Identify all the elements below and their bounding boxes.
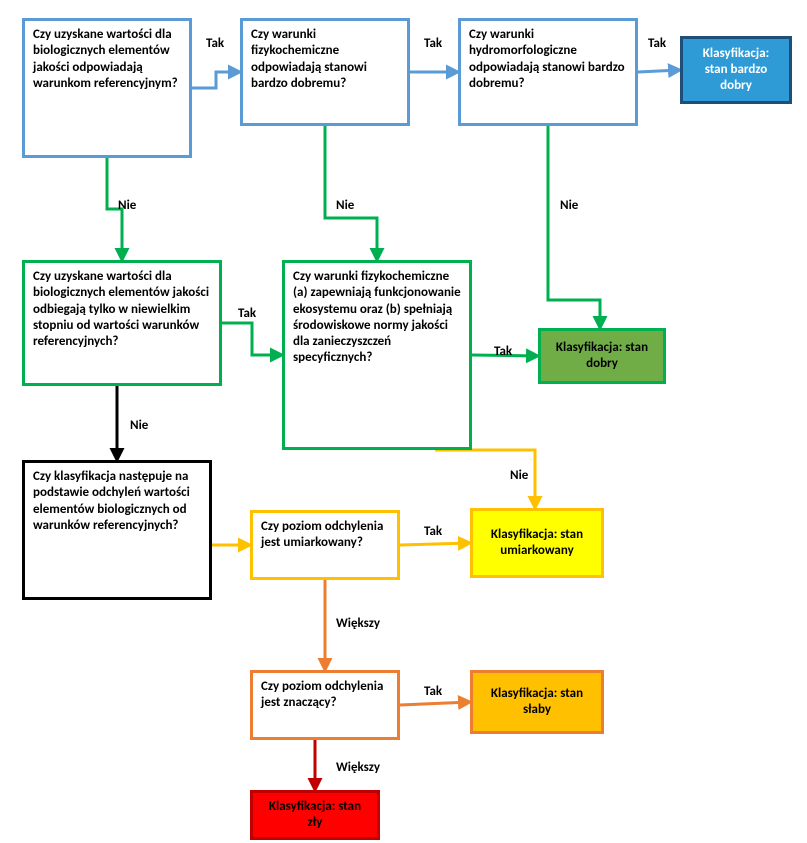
node-c_bad-text: Klasyfikacja: stan zły (261, 799, 369, 831)
edge-label-q5-c_good: Tak (494, 344, 512, 359)
node-q3-text: Czy warunki hydromorfologiczne odpowiada… (469, 27, 627, 92)
node-q8: Czy poziom odchylenia jest znaczący? (250, 670, 400, 740)
node-q1: Czy uzyskane wartości dla biologicznych … (22, 18, 192, 158)
node-c_bad: Klasyfikacja: stan zły (250, 790, 380, 840)
edge-label-q5-c_mod: Nie (510, 468, 528, 483)
edge-label-q7-q8: Większy (336, 616, 380, 631)
node-q5-text: Czy warunki fizykochemiczne (a) zapewnia… (293, 269, 461, 367)
node-c_mod: Klasyfikacja: stan umiarkowany (470, 508, 604, 578)
node-c_poor-text: Klasyfikacja: stan słaby (481, 679, 593, 725)
edge-label-q3-c_good: Nie (560, 198, 578, 213)
node-q3: Czy warunki hydromorfologiczne odpowiada… (458, 18, 638, 126)
edge-label-q2-q5: Nie (336, 198, 354, 213)
node-q6-text: Czy klasyfikacja następuje na podstawie … (33, 469, 201, 534)
edge-label-q8-c_poor: Tak (424, 684, 442, 699)
node-q2-text: Czy warunki fizykochemiczne odpowiadają … (251, 27, 399, 92)
edge-label-q4-q5: Tak (238, 306, 256, 321)
node-c_mod-text: Klasyfikacja: stan umiarkowany (481, 517, 593, 569)
node-c_good-text: Klasyfikacja: stan dobry (549, 337, 655, 375)
edge-label-q1-q2: Tak (206, 36, 224, 51)
node-q1-text: Czy uzyskane wartości dla biologicznych … (33, 27, 181, 92)
node-q5: Czy warunki fizykochemiczne (a) zapewnia… (282, 260, 472, 450)
node-q8-text: Czy poziom odchylenia jest znaczący? (261, 679, 389, 712)
flowchart-canvas: Czy uzyskane wartości dla biologicznych … (0, 0, 807, 843)
edge-label-q8-c_bad: Większy (336, 760, 380, 775)
node-c_vgood: Klasyfikacja: stan bardzo dobry (680, 36, 792, 104)
edge-label-q2-q3: Tak (424, 36, 442, 51)
node-c_good: Klasyfikacja: stan dobry (538, 328, 666, 384)
node-q7-text: Czy poziom odchylenia jest umiarkowany? (261, 519, 389, 552)
edge-label-q3-c_vgood: Tak (648, 36, 666, 51)
node-c_vgood-text: Klasyfikacja: stan bardzo dobry (691, 45, 781, 95)
edge-label-q7-c_mod: Tak (424, 524, 442, 539)
node-q4-text: Czy uzyskane wartości dla biologicznych … (33, 269, 211, 350)
node-q6: Czy klasyfikacja następuje na podstawie … (22, 460, 212, 600)
edge-label-q1-q4: Nie (118, 198, 136, 213)
node-c_poor: Klasyfikacja: stan słaby (470, 670, 604, 734)
node-q7: Czy poziom odchylenia jest umiarkowany? (250, 510, 400, 580)
node-q4: Czy uzyskane wartości dla biologicznych … (22, 260, 222, 386)
edge-label-q4-q6: Nie (130, 418, 148, 433)
node-q2: Czy warunki fizykochemiczne odpowiadają … (240, 18, 410, 126)
